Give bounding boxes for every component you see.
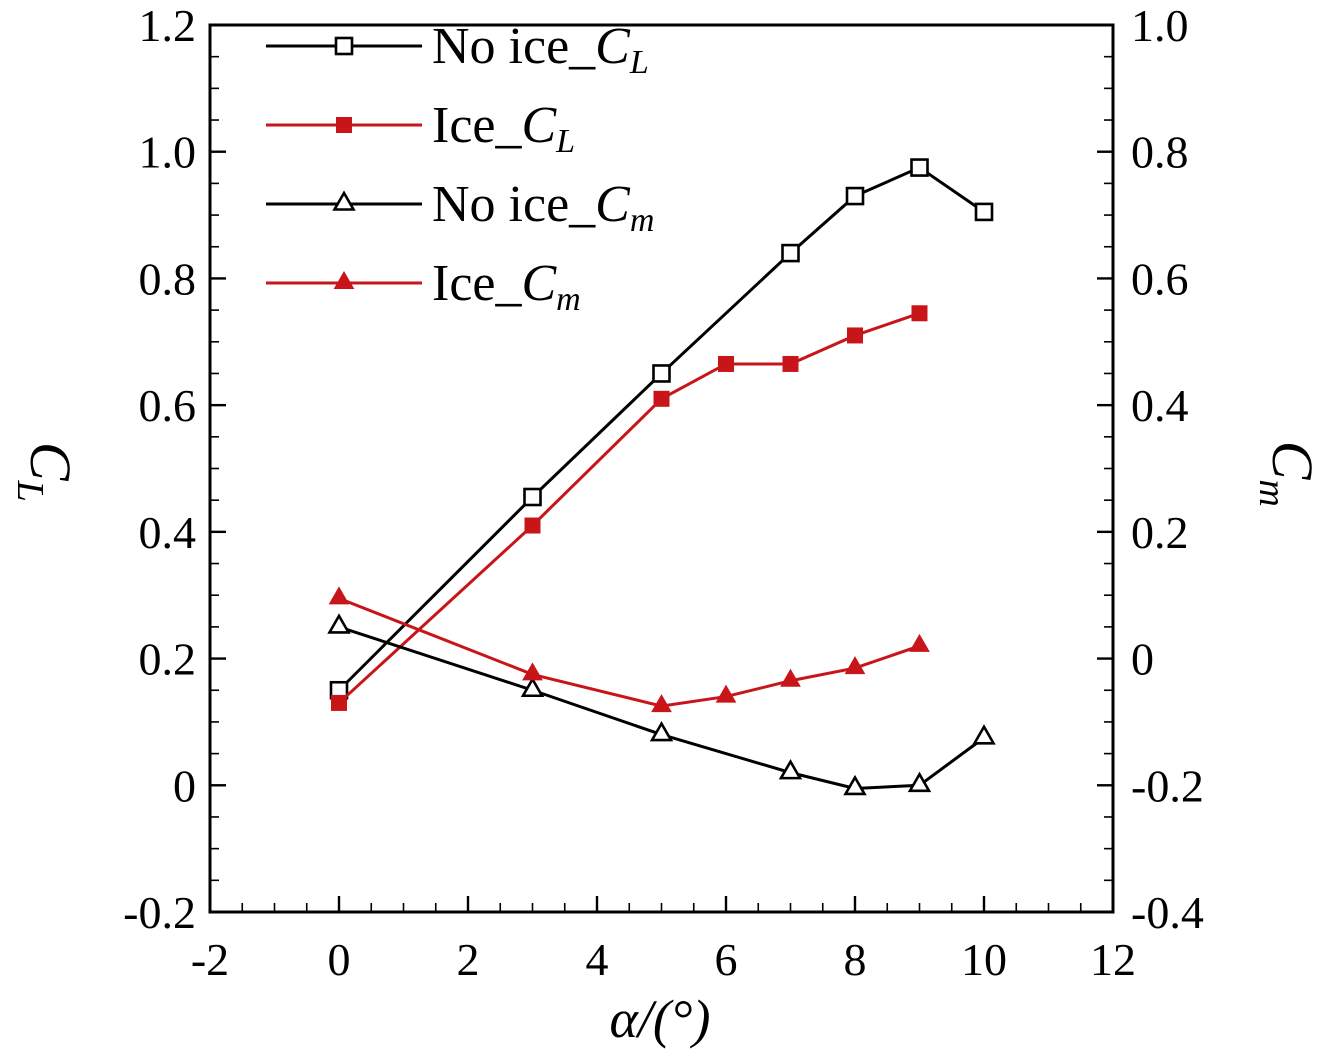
marker-square-open [523,487,542,507]
left-tick-label: 1.0 [139,127,197,178]
x-axis-title: α/(°) [609,989,711,1049]
x-axis-ticks [208,896,1115,912]
left-tick-label: 1.2 [139,0,197,51]
marker-triangle-open [332,190,356,211]
right-tick-label: 0.4 [1131,380,1189,431]
right-tick-label: -0.4 [1131,887,1204,938]
marker-square-filled [782,355,799,372]
marker-square-open [845,186,865,206]
right-tick-label: 0.2 [1131,507,1189,558]
marker-square-open [334,36,354,56]
right-tick-label: 1.0 [1131,0,1189,51]
legend-item-ice-cl: Ice_CL [266,97,575,160]
series-ice-cl [331,305,928,711]
legend-label-no-ice-cl: No ice_CL [432,18,649,81]
x-tick-label: 10 [961,934,1007,985]
left-axis-title-subscript: L [9,480,52,502]
right-tick-label: -0.2 [1131,760,1204,811]
legend: No ice_CL Ice_CL No ice_Cm Ice_Cm [266,18,654,318]
right-axis-title-subscript: m [1251,479,1294,507]
marker-triangle-filled [651,694,672,713]
marker-square-filled [331,694,347,711]
marker-triangle-open [972,724,996,745]
marker-square-filled [847,327,863,344]
left-axis-title: CL [9,407,83,537]
marker-square-filled [653,390,670,407]
series-ice-cm-line [338,596,920,708]
marker-square-open [974,202,994,222]
left-tick-label: 0.8 [139,253,197,304]
series-no-ice-cl [329,158,994,700]
marker-triangle-filled [909,633,930,652]
legend-item-no-ice-cl: No ice_CL [266,18,649,81]
marker-triangle-open [327,613,351,634]
marker-triangle-filled [522,662,543,681]
marker-triangle-open [778,759,803,780]
marker-triangle-open [520,676,545,698]
marker-triangle-open [907,771,932,793]
right-tick-label: 0 [1131,634,1154,685]
series-ice-cm [328,586,930,713]
left-axis-tick-labels: -0.2 0 0.2 0.4 0.6 0.8 1.0 1.2 [123,0,196,938]
x-axis-tick-labels: -2 0 2 4 6 8 10 12 [191,934,1136,985]
series-ice-cl-line [337,311,920,705]
legend-item-ice-cm: Ice_Cm [266,255,581,318]
right-tick-label: 0.6 [1131,253,1189,304]
legend-label-ice-cm: Ice_Cm [432,255,581,318]
marker-square-open [652,364,671,383]
marker-square-open [910,158,929,177]
left-tick-label: 0.4 [139,507,197,558]
marker-square-open [781,243,800,263]
marker-triangle-filled [333,270,355,289]
marker-triangle-filled [780,668,801,687]
x-tick-label: 8 [844,934,867,985]
marker-triangle-open [843,774,867,796]
marker-triangle-open [649,720,674,742]
right-axis-title: Cm [1251,409,1319,539]
right-axis-tick-labels: -0.4 -0.2 0 0.2 0.4 0.6 0.8 1.0 [1131,0,1204,938]
marker-square-filled [911,305,928,322]
marker-triangle-filled [715,684,737,703]
marker-square-filled [524,517,541,534]
x-tick-label: 2 [457,934,480,985]
legend-item-no-ice-cm: No ice_Cm [266,176,654,239]
right-axis-ticks [1097,23,1113,914]
legend-label-no-ice-cm: No ice_Cm [432,176,654,239]
marker-triangle-filled [844,656,866,675]
x-tick-label: 6 [715,934,738,985]
left-tick-label: 0.6 [139,380,197,431]
left-axis-ticks [210,23,226,914]
left-tick-label: -0.2 [123,887,196,938]
marker-square-filled [336,117,352,133]
legend-label-ice-cl: Ice_CL [432,97,575,160]
left-tick-label: 0.2 [139,634,197,685]
marker-triangle-filled [328,586,350,605]
x-tick-label: 12 [1090,934,1136,985]
x-tick-label: 0 [328,934,351,985]
plot-frame [208,23,1115,914]
right-tick-label: 0.8 [1131,127,1189,178]
series-no-ice-cl-line [337,165,985,692]
right-axis-title-symbol: C [1259,440,1319,480]
left-tick-label: 0 [173,760,196,811]
x-tick-label: 4 [586,934,609,985]
series-no-ice-cm [327,613,996,796]
x-tick-label: -2 [191,934,229,985]
left-axis-title-symbol: C [17,441,83,481]
marker-square-filled [718,355,734,372]
